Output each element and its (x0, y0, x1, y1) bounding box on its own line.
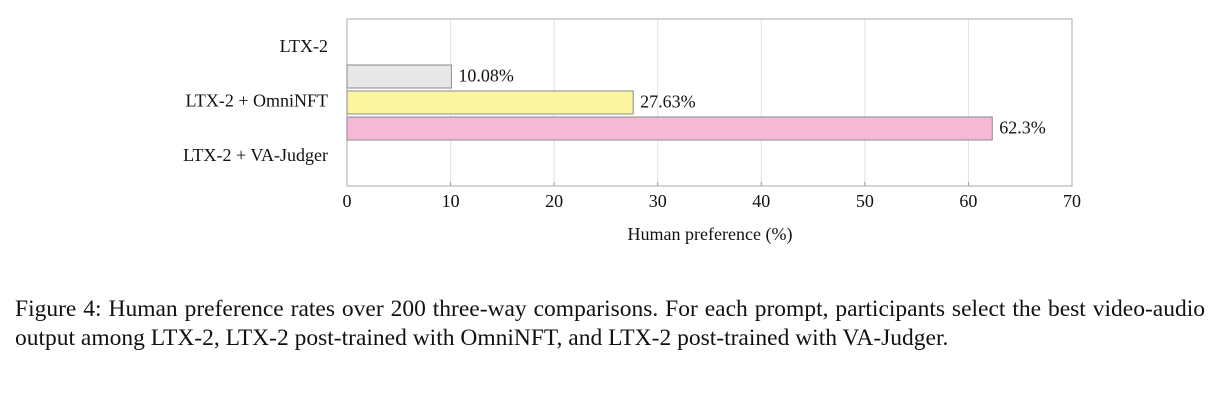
y-tick-label: LTX-2 (280, 36, 328, 56)
value-label: 10.08% (458, 66, 514, 86)
value-label: 27.63% (640, 92, 696, 112)
value-label: 62.3% (999, 118, 1046, 138)
bar (346, 90, 634, 115)
caption: Figure 4: Human preference rates over 20… (15, 296, 1205, 351)
x-axis-label: Human preference (%) (628, 224, 793, 245)
bar (346, 116, 993, 141)
x-tick-label: 30 (649, 191, 667, 211)
x-tick-label: 40 (752, 191, 770, 211)
y-tick-label: LTX-2 + VA-Judger (183, 145, 328, 165)
x-tick-label: 10 (442, 191, 460, 211)
x-tick-label: 20 (545, 191, 563, 211)
chart: Human preference (%) 0 10 20 30 40 50 60 70 LTX-… (183, 18, 1081, 245)
bar (346, 64, 452, 89)
x-tick-label: 0 (343, 191, 352, 211)
x-tick-label: 60 (959, 191, 977, 211)
x-tick-label: 70 (1063, 191, 1081, 211)
x-tick-label: 50 (856, 191, 874, 211)
y-tick-label: LTX-2 + OmniNFT (186, 91, 329, 111)
